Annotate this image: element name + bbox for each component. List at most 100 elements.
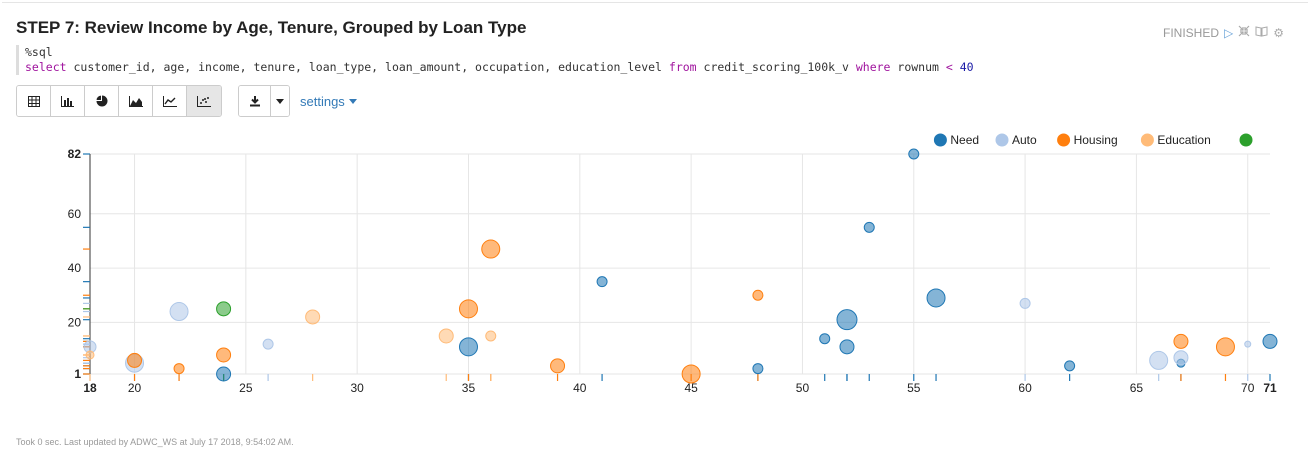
- data-point[interactable]: [1173, 350, 1189, 366]
- data-point[interactable]: [216, 347, 232, 363]
- scatter-chart-icon: [197, 95, 211, 107]
- x-tick-label: 45: [684, 381, 698, 395]
- x-tick-label: 65: [1130, 381, 1144, 395]
- data-point[interactable]: [1019, 297, 1031, 309]
- paragraph-title: STEP 7: Review Income by Age, Tenure, Gr…: [16, 18, 527, 37]
- viz-toolbar: settings: [16, 85, 357, 117]
- table-icon: [27, 95, 40, 107]
- x-tick-label: 30: [350, 381, 364, 395]
- data-point[interactable]: [1262, 333, 1278, 349]
- bar-chart-icon: [61, 95, 74, 107]
- pie-chart-button[interactable]: [85, 86, 119, 116]
- scatter-chart-button[interactable]: [187, 86, 221, 116]
- settings-dropdown[interactable]: settings: [300, 94, 357, 109]
- data-point[interactable]: [1244, 340, 1252, 348]
- y-tick-label: 40: [68, 261, 82, 275]
- x-tick-label: 70: [1241, 381, 1255, 395]
- x-tick-label: 18: [83, 381, 97, 395]
- chevron-down-icon: [276, 98, 284, 104]
- x-tick-label: 50: [796, 381, 810, 395]
- legend-swatch[interactable]: [933, 133, 947, 147]
- data-point[interactable]: [173, 363, 185, 375]
- data-point[interactable]: [1215, 337, 1235, 357]
- limit-value: 40: [952, 60, 974, 74]
- data-point[interactable]: [458, 337, 478, 357]
- legend-label: Auto: [1012, 133, 1037, 147]
- y-tick-label: 60: [68, 207, 82, 221]
- data-point[interactable]: [752, 289, 764, 301]
- condition-text: rownum: [890, 60, 946, 74]
- run-icon[interactable]: ▷: [1224, 25, 1234, 40]
- book-icon[interactable]: [1255, 25, 1268, 40]
- table-view-button[interactable]: [17, 86, 51, 116]
- download-dropdown-button[interactable]: [271, 86, 289, 116]
- data-point[interactable]: [819, 333, 831, 345]
- legend-swatch[interactable]: [1057, 133, 1071, 147]
- y-tick-label: 1: [74, 367, 81, 381]
- data-point[interactable]: [458, 299, 478, 319]
- data-point[interactable]: [127, 352, 143, 368]
- data-point[interactable]: [863, 221, 875, 233]
- data-point[interactable]: [85, 350, 95, 360]
- data-point[interactable]: [836, 309, 858, 331]
- data-point[interactable]: [216, 301, 232, 317]
- data-point[interactable]: [169, 302, 189, 322]
- data-point[interactable]: [596, 276, 608, 288]
- gear-icon[interactable]: ⚙: [1273, 25, 1284, 40]
- download-group: [238, 85, 290, 117]
- legend-label: Education: [1157, 133, 1210, 147]
- line-chart-button[interactable]: [153, 86, 187, 116]
- where-keyword: where: [855, 60, 891, 74]
- select-keyword: select: [25, 60, 67, 74]
- y-tick-label: 20: [68, 315, 82, 329]
- data-point[interactable]: [485, 330, 497, 342]
- line-chart-icon: [162, 95, 177, 107]
- area-chart-button[interactable]: [119, 86, 153, 116]
- paragraph-status-bar: FINISHED ▷ ⚙: [1163, 25, 1284, 40]
- x-tick-label: 71: [1263, 381, 1277, 395]
- scatter-chart: 1 20 40 60 82 18 20 25 30 35 40 45 50 55 60 65 70 71 Need A…: [68, 133, 1278, 395]
- code-line-1: %sql: [25, 45, 53, 59]
- collapse-icon[interactable]: [1238, 25, 1250, 40]
- data-point[interactable]: [1064, 360, 1076, 372]
- data-point[interactable]: [481, 239, 501, 259]
- x-tick-label: 25: [239, 381, 253, 395]
- data-point[interactable]: [1173, 333, 1189, 349]
- data-point[interactable]: [438, 328, 454, 344]
- paragraph-footer: Took 0 sec. Last updated by ADWC_WS at J…: [16, 437, 294, 447]
- legend-swatch[interactable]: [995, 133, 1009, 147]
- data-point[interactable]: [752, 363, 764, 375]
- data-point[interactable]: [216, 366, 232, 382]
- x-tick-label: 60: [1018, 381, 1032, 395]
- data-point[interactable]: [908, 148, 920, 160]
- data-point[interactable]: [926, 288, 946, 308]
- download-icon: [249, 96, 260, 107]
- data-point[interactable]: [681, 364, 701, 384]
- legend-swatch[interactable]: [1239, 133, 1253, 147]
- columns-text: customer_id, age, income, tenure, loan_t…: [66, 60, 669, 74]
- data-point[interactable]: [1149, 350, 1169, 370]
- y-tick-label: 82: [68, 147, 82, 161]
- x-tick-label: 40: [573, 381, 587, 395]
- status-text: FINISHED: [1162, 25, 1219, 40]
- from-keyword: from: [668, 60, 697, 74]
- legend-label: Need: [950, 133, 979, 147]
- chart-type-group: [16, 85, 222, 117]
- settings-label: settings: [300, 93, 345, 109]
- x-tick-label: 35: [462, 381, 476, 395]
- data-point[interactable]: [550, 358, 566, 374]
- area-chart-icon: [128, 95, 143, 107]
- caret-down-icon: [348, 98, 357, 104]
- data-point[interactable]: [839, 339, 855, 355]
- code-line-2: select customer_id, age, income, tenure,…: [25, 60, 974, 74]
- table-name: credit_scoring_100k_v: [696, 60, 856, 74]
- legend-swatch[interactable]: [1140, 133, 1154, 147]
- data-point[interactable]: [305, 309, 321, 325]
- data-point[interactable]: [262, 338, 274, 350]
- pie-chart-icon: [96, 95, 107, 107]
- download-button[interactable]: [239, 86, 271, 116]
- x-tick-label: 55: [907, 381, 921, 395]
- bar-chart-button[interactable]: [51, 86, 85, 116]
- code-editor[interactable]: %sql select customer_id, age, income, te…: [16, 45, 974, 75]
